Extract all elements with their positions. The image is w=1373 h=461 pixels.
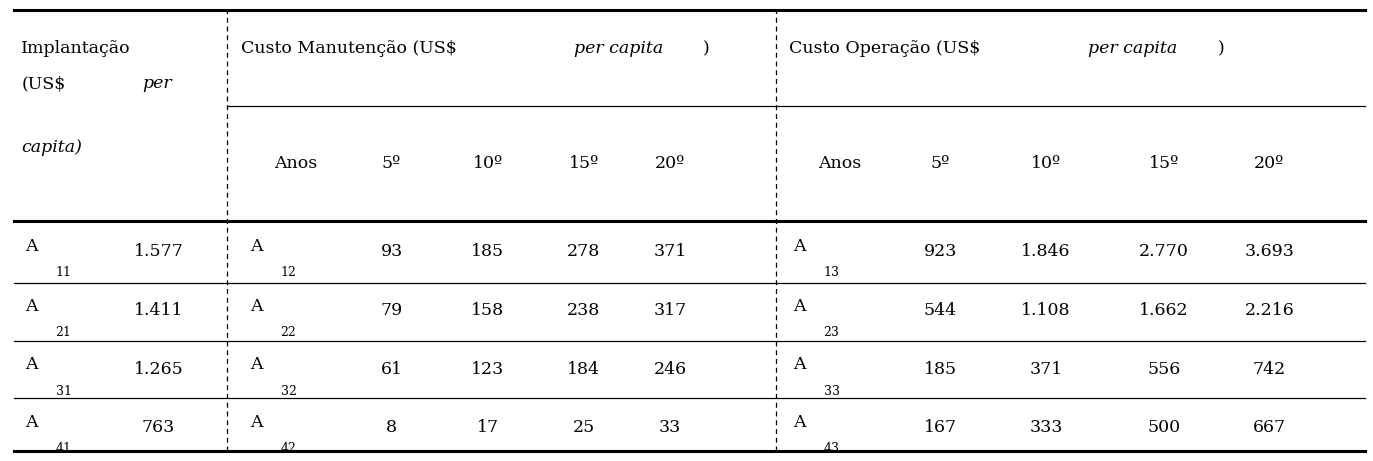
Text: A: A — [25, 238, 38, 255]
Text: A: A — [794, 238, 806, 255]
Text: A: A — [25, 298, 38, 315]
Text: ): ) — [1218, 41, 1225, 58]
Text: 1.411: 1.411 — [133, 302, 183, 319]
Text: 11: 11 — [55, 266, 71, 279]
Text: 1.846: 1.846 — [1022, 242, 1071, 260]
Text: A: A — [25, 356, 38, 373]
Text: A: A — [794, 356, 806, 373]
Text: 2.770: 2.770 — [1138, 242, 1189, 260]
Text: Anos: Anos — [275, 155, 317, 172]
Text: 21: 21 — [55, 326, 71, 339]
Text: 544: 544 — [924, 302, 957, 319]
Text: 23: 23 — [824, 326, 839, 339]
Text: 10º: 10º — [1031, 155, 1061, 172]
Text: Anos: Anos — [818, 155, 862, 172]
Text: 12: 12 — [280, 266, 297, 279]
Text: 2.216: 2.216 — [1244, 302, 1295, 319]
Text: 667: 667 — [1254, 419, 1287, 436]
Text: 15º: 15º — [1149, 155, 1179, 172]
Text: 20º: 20º — [1255, 155, 1285, 172]
Text: 317: 317 — [654, 302, 686, 319]
Text: A: A — [250, 414, 262, 431]
Text: ): ) — [703, 41, 710, 58]
Text: 923: 923 — [924, 242, 957, 260]
Text: 33: 33 — [824, 384, 840, 397]
Text: Custo Operação (US$: Custo Operação (US$ — [789, 41, 986, 58]
Text: 25: 25 — [573, 419, 595, 436]
Text: A: A — [250, 238, 262, 255]
Text: 167: 167 — [924, 419, 957, 436]
Text: 123: 123 — [471, 361, 504, 378]
Text: 1.662: 1.662 — [1140, 302, 1189, 319]
Text: 556: 556 — [1148, 361, 1181, 378]
Text: A: A — [25, 414, 38, 431]
Text: 43: 43 — [824, 443, 840, 455]
Text: 1.108: 1.108 — [1022, 302, 1071, 319]
Text: Custo Manutenção (US$: Custo Manutenção (US$ — [240, 41, 463, 58]
Text: 742: 742 — [1252, 361, 1287, 378]
Text: 15º: 15º — [568, 155, 599, 172]
Text: 8: 8 — [386, 419, 397, 436]
Text: Implantação: Implantação — [21, 41, 130, 58]
Text: per capita: per capita — [1089, 41, 1178, 58]
Text: (US$: (US$ — [21, 75, 66, 92]
Text: 5º: 5º — [931, 155, 950, 172]
Text: 3.693: 3.693 — [1244, 242, 1295, 260]
Text: 79: 79 — [380, 302, 402, 319]
Text: 41: 41 — [55, 443, 71, 455]
Text: A: A — [250, 356, 262, 373]
Text: 5º: 5º — [382, 155, 401, 172]
Text: 42: 42 — [280, 443, 297, 455]
Text: 20º: 20º — [655, 155, 685, 172]
Text: capita): capita) — [21, 139, 82, 156]
Text: 371: 371 — [1030, 361, 1063, 378]
Text: 371: 371 — [654, 242, 686, 260]
Text: 61: 61 — [380, 361, 402, 378]
Text: 22: 22 — [280, 326, 297, 339]
Text: 278: 278 — [567, 242, 600, 260]
Text: 33: 33 — [659, 419, 681, 436]
Text: 238: 238 — [567, 302, 600, 319]
Text: 1.577: 1.577 — [133, 242, 184, 260]
Text: per capita: per capita — [574, 41, 663, 58]
Text: 17: 17 — [476, 419, 498, 436]
Text: 31: 31 — [55, 384, 71, 397]
Text: 93: 93 — [380, 242, 402, 260]
Text: 185: 185 — [471, 242, 504, 260]
Text: 13: 13 — [824, 266, 840, 279]
Text: A: A — [250, 298, 262, 315]
Text: 32: 32 — [280, 384, 297, 397]
Text: 185: 185 — [924, 361, 957, 378]
Text: 1.265: 1.265 — [133, 361, 184, 378]
Text: A: A — [794, 298, 806, 315]
Text: 246: 246 — [654, 361, 686, 378]
Text: 10º: 10º — [472, 155, 503, 172]
Text: per: per — [143, 75, 172, 92]
Text: 500: 500 — [1148, 419, 1181, 436]
Text: 763: 763 — [141, 419, 174, 436]
Text: A: A — [794, 414, 806, 431]
Text: 158: 158 — [471, 302, 504, 319]
Text: 184: 184 — [567, 361, 600, 378]
Text: 333: 333 — [1030, 419, 1063, 436]
